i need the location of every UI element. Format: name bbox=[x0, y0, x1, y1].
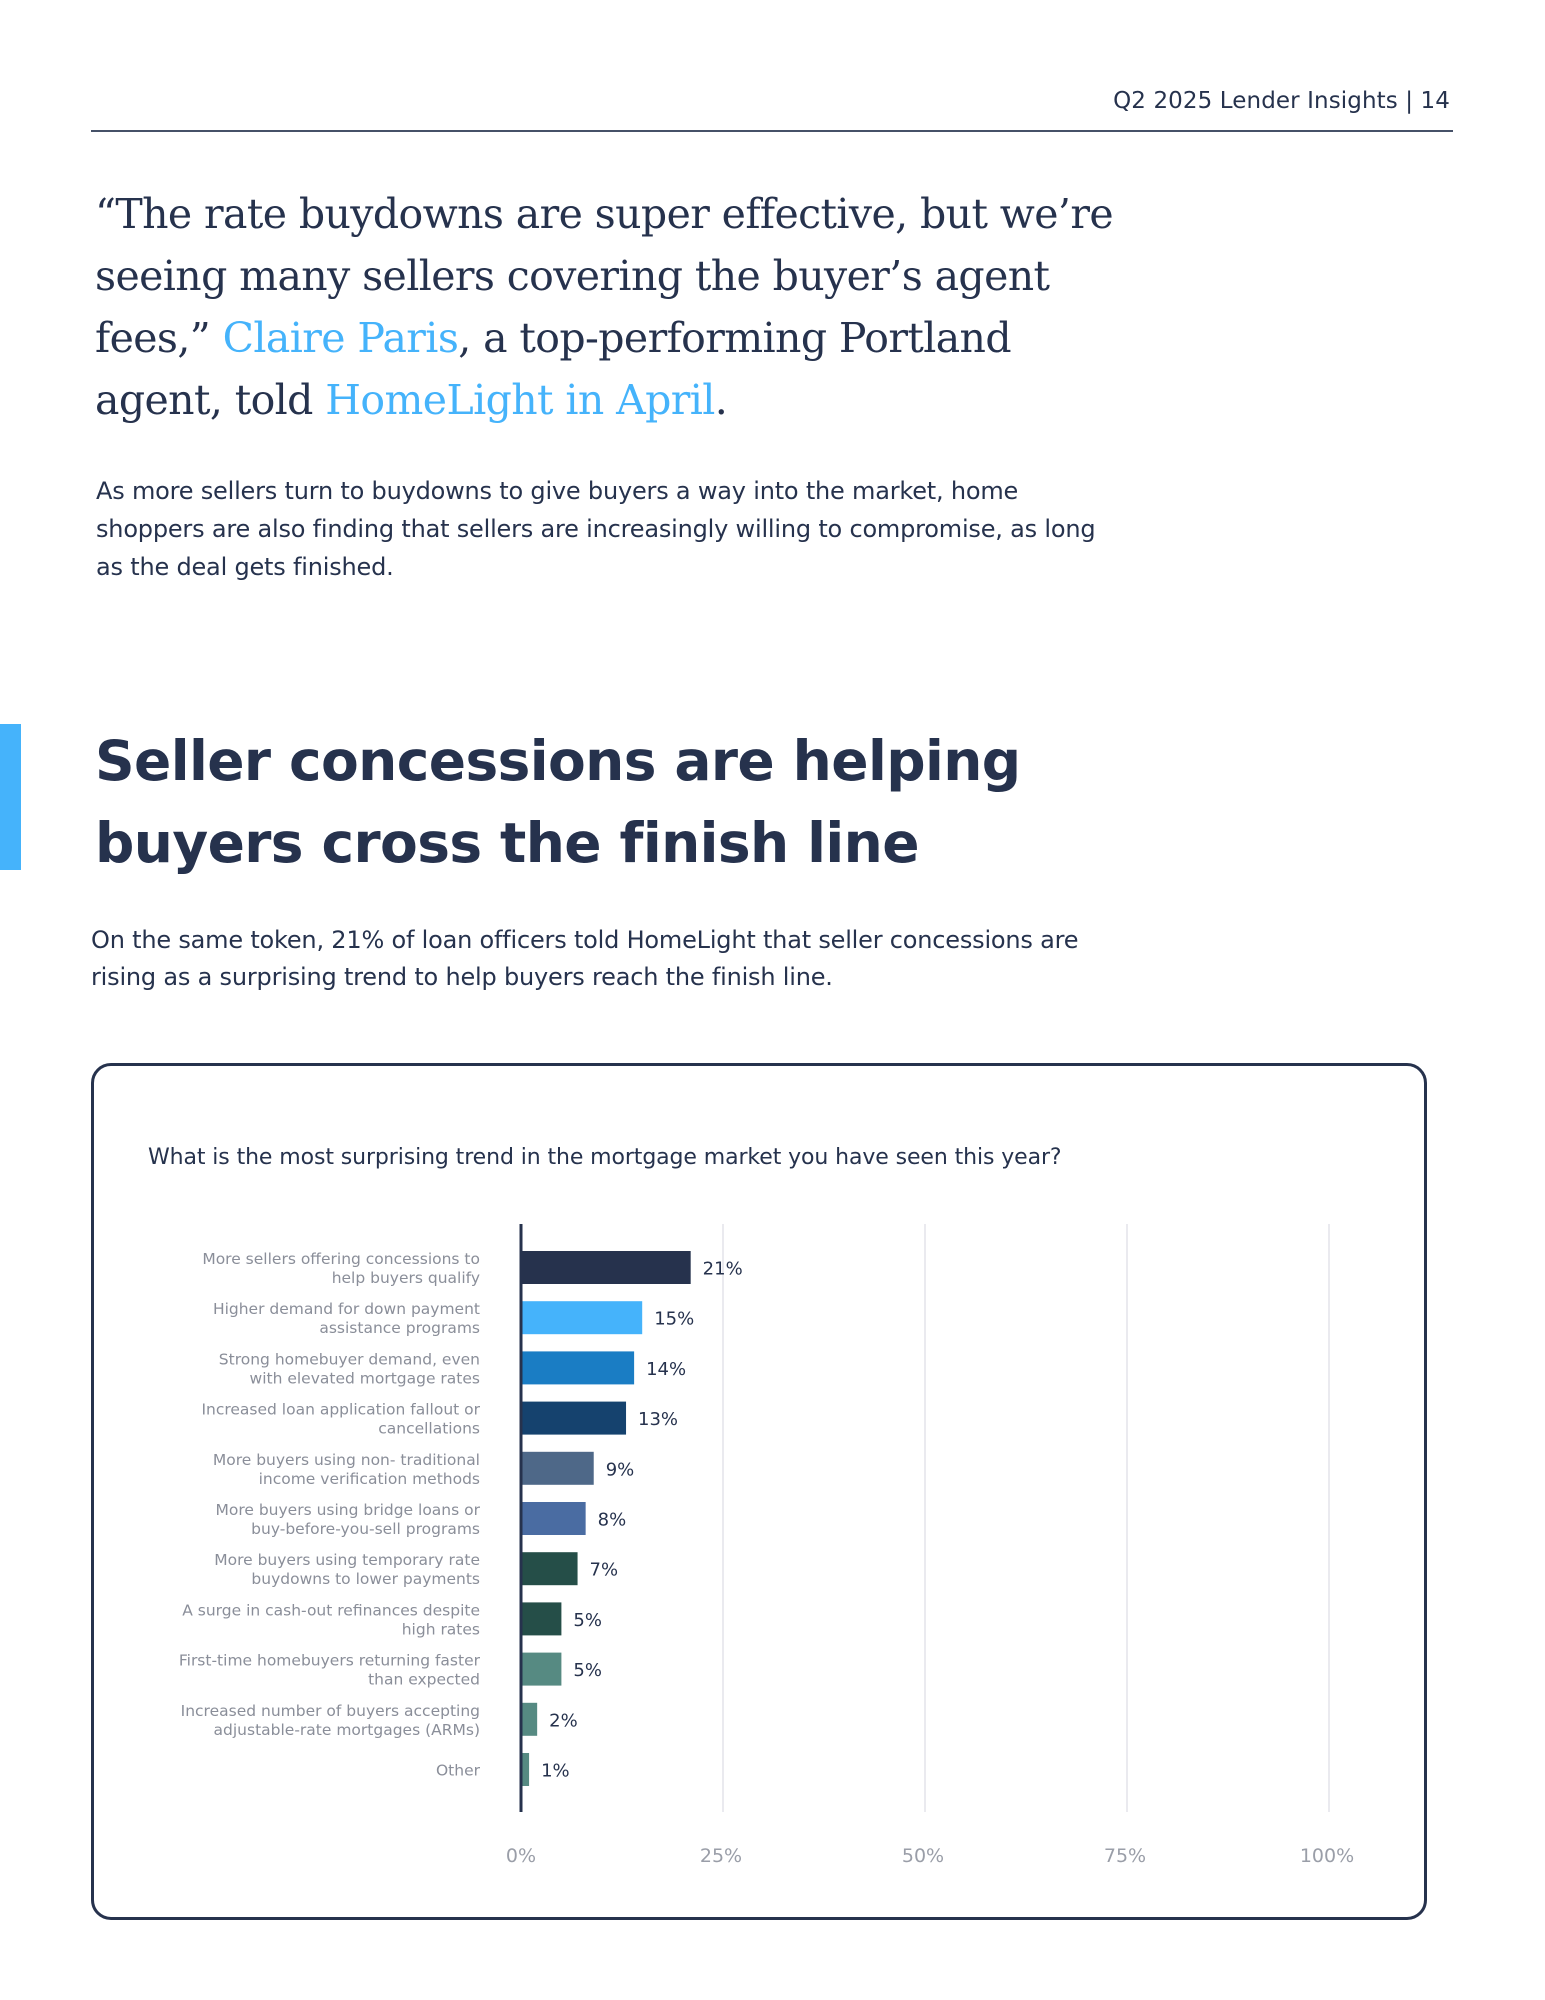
category-label: income verification methods bbox=[259, 1470, 480, 1488]
category-label: buy-before-you-sell programs bbox=[251, 1520, 480, 1538]
bar bbox=[521, 1451, 594, 1485]
x-tick-label: 100% bbox=[1300, 1845, 1354, 1867]
category-label: cancellations bbox=[378, 1420, 480, 1438]
category-label: Increased loan application fallout or bbox=[201, 1401, 480, 1419]
category-label: More buyers using non- traditional bbox=[213, 1451, 480, 1469]
value-label: 9% bbox=[606, 1459, 635, 1480]
category-label: Higher demand for down payment bbox=[213, 1300, 480, 1318]
homelight-april-link[interactable]: HomeLight in April bbox=[325, 376, 715, 424]
category-label: high rates bbox=[402, 1620, 480, 1638]
body-paragraph: As more sellers turn to buydowns to give… bbox=[96, 477, 1096, 581]
quote-text-2: , a top-performing Portland agent, told bbox=[95, 314, 1012, 424]
section-heading: Seller concessions are helping buyers cr… bbox=[95, 729, 1021, 875]
category-label: buydowns to lower payments bbox=[251, 1570, 480, 1588]
bar bbox=[521, 1602, 562, 1636]
section-paragraph: On the same token, 21% of loan officers … bbox=[91, 926, 1079, 991]
chart-card bbox=[91, 1063, 1427, 1920]
pull-quote: “The rate buydowns are super effective, … bbox=[95, 183, 1135, 431]
report-title-page-number: Q2 2025 Lender Insights | 14 bbox=[1113, 88, 1450, 114]
header-divider bbox=[91, 130, 1453, 132]
category-label: assistance programs bbox=[319, 1319, 480, 1337]
value-label: 8% bbox=[598, 1510, 627, 1531]
value-label: 1% bbox=[541, 1761, 570, 1782]
bar bbox=[521, 1502, 586, 1535]
category-label: More sellers offering concessions to bbox=[202, 1250, 480, 1268]
x-tick-label: 0% bbox=[506, 1845, 536, 1867]
bar bbox=[521, 1401, 627, 1435]
category-label: First-time homebuyers returning faster bbox=[179, 1652, 481, 1670]
category-label: adjustable-rate mortgages (ARMs) bbox=[214, 1721, 480, 1739]
value-label: 7% bbox=[590, 1560, 619, 1581]
bar bbox=[521, 1301, 643, 1335]
chart-title: What is the most surprising trend in the… bbox=[148, 1145, 1062, 1170]
category-label: Other bbox=[436, 1762, 481, 1780]
bar bbox=[521, 1351, 635, 1385]
category-label: than expected bbox=[368, 1671, 480, 1689]
category-label: More buyers using bridge loans or bbox=[215, 1501, 480, 1519]
x-tick-label: 25% bbox=[700, 1845, 742, 1867]
section-accent-bar bbox=[0, 724, 21, 870]
value-label: 15% bbox=[654, 1309, 694, 1330]
value-label: 5% bbox=[573, 1660, 602, 1681]
bar bbox=[521, 1251, 691, 1284]
category-label: Strong homebuyer demand, even bbox=[219, 1350, 480, 1368]
value-label: 14% bbox=[646, 1359, 686, 1380]
value-label: 13% bbox=[638, 1409, 678, 1430]
bar bbox=[521, 1652, 562, 1686]
category-label: help buyers qualify bbox=[332, 1269, 480, 1287]
bar bbox=[521, 1753, 530, 1786]
x-tick-label: 75% bbox=[1104, 1845, 1146, 1867]
claire-paris-link[interactable]: Claire Paris bbox=[222, 314, 459, 362]
value-label: 2% bbox=[549, 1710, 578, 1731]
quote-text-3: . bbox=[714, 376, 728, 424]
category-label: with elevated mortgage rates bbox=[250, 1369, 480, 1387]
category-label: Increased number of buyers accepting bbox=[181, 1702, 480, 1720]
value-label: 5% bbox=[573, 1610, 602, 1631]
category-label: More buyers using temporary rate bbox=[214, 1551, 480, 1569]
quote-text-1: “The rate buydowns are super effective, … bbox=[95, 190, 1114, 362]
category-label: A surge in cash-out refinances despite bbox=[182, 1601, 480, 1619]
bar bbox=[521, 1552, 578, 1586]
value-label: 21% bbox=[703, 1259, 743, 1280]
bar bbox=[521, 1702, 538, 1736]
x-tick-label: 50% bbox=[902, 1845, 944, 1867]
